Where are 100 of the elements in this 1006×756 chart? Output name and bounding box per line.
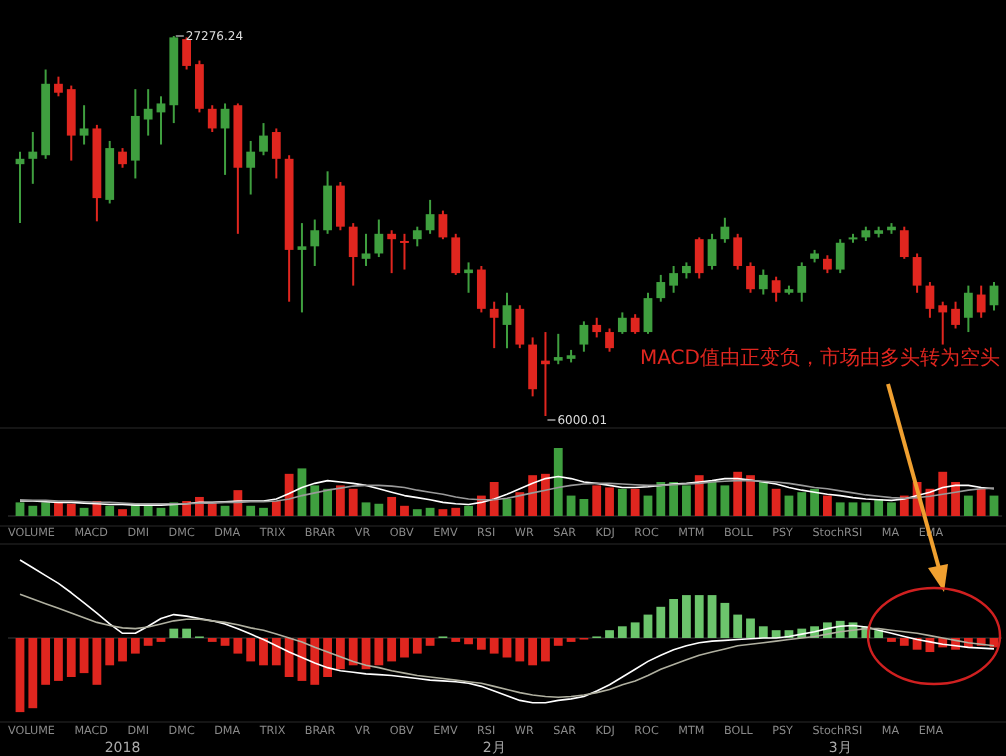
candlestick xyxy=(515,304,525,350)
candlestick xyxy=(707,232,717,271)
candlestick xyxy=(617,311,627,335)
bar xyxy=(271,638,281,666)
candlestick xyxy=(118,147,127,169)
bar xyxy=(284,638,294,677)
candlestick xyxy=(400,232,409,271)
candlestick xyxy=(797,261,807,303)
bar xyxy=(412,509,422,516)
candlestick xyxy=(502,291,512,350)
bar xyxy=(182,628,192,638)
candlestick xyxy=(348,222,358,287)
bar xyxy=(143,505,153,516)
bar xyxy=(259,638,268,666)
bar xyxy=(425,507,435,516)
candlestick xyxy=(425,198,435,235)
bar xyxy=(605,630,614,638)
bar xyxy=(707,595,717,638)
bar xyxy=(835,502,845,516)
bar xyxy=(118,638,127,662)
candlestick xyxy=(335,181,345,232)
bar xyxy=(335,485,345,516)
bar xyxy=(387,638,397,662)
bar xyxy=(694,475,704,516)
bar xyxy=(143,638,153,646)
candlestick xyxy=(310,218,320,267)
candlestick xyxy=(489,300,499,350)
bar xyxy=(797,492,807,516)
bar xyxy=(553,448,563,516)
bar xyxy=(502,638,512,658)
bar xyxy=(412,638,422,654)
candlestick xyxy=(746,261,755,294)
bar xyxy=(848,502,858,516)
bar xyxy=(41,502,51,516)
bar xyxy=(720,485,730,516)
candlestick xyxy=(259,122,268,157)
annotation: MACD值由正变负，市场由多头转为空头 xyxy=(640,346,1000,370)
candlestick xyxy=(656,273,666,303)
bar xyxy=(361,502,371,516)
bar xyxy=(28,505,38,516)
bar xyxy=(963,495,973,516)
candlestick xyxy=(758,268,768,296)
bar xyxy=(541,638,550,662)
bar xyxy=(822,495,832,516)
bar xyxy=(400,638,409,658)
candlestick xyxy=(579,320,589,353)
candlestick xyxy=(925,281,935,319)
candlestick xyxy=(374,218,384,259)
candlestick xyxy=(438,209,448,241)
bar xyxy=(54,502,63,516)
bar xyxy=(41,638,51,685)
bar xyxy=(746,475,755,516)
bar xyxy=(400,505,409,516)
candlestick xyxy=(182,36,192,71)
bar xyxy=(15,502,25,516)
bar xyxy=(656,606,666,638)
bar xyxy=(887,502,896,516)
bar xyxy=(387,496,397,516)
bar xyxy=(79,638,89,674)
candlestick xyxy=(643,291,653,335)
bar xyxy=(246,505,256,516)
candlestick xyxy=(66,84,76,162)
bar xyxy=(489,638,499,654)
candlestick xyxy=(528,336,538,398)
candlestick xyxy=(143,88,153,137)
bar xyxy=(169,628,179,638)
candlestick xyxy=(130,88,140,180)
bar xyxy=(464,505,473,516)
candlestick xyxy=(963,284,973,334)
bar xyxy=(92,638,102,685)
candlestick xyxy=(387,229,397,275)
bar xyxy=(284,473,294,516)
bar xyxy=(861,502,871,516)
bar xyxy=(271,501,281,516)
bar xyxy=(720,602,730,638)
candlestick xyxy=(976,284,986,319)
candlestick xyxy=(694,236,704,280)
bar xyxy=(938,471,948,516)
candlestick xyxy=(28,131,38,185)
candlestick xyxy=(207,104,217,134)
bar xyxy=(976,488,986,516)
candlestick xyxy=(54,75,63,98)
bar xyxy=(130,638,140,654)
candlestick xyxy=(912,252,922,294)
bar xyxy=(694,595,704,638)
bar xyxy=(810,488,819,516)
bar xyxy=(105,505,115,516)
bar xyxy=(310,638,320,685)
bar xyxy=(528,475,538,516)
bar xyxy=(541,473,550,516)
candlestick xyxy=(899,225,909,260)
bar xyxy=(425,638,435,646)
bar xyxy=(733,471,743,516)
bar xyxy=(630,622,640,638)
candlestick xyxy=(938,300,948,346)
bar xyxy=(233,638,243,654)
bar xyxy=(605,487,614,516)
bar xyxy=(348,638,358,666)
bar xyxy=(105,638,115,666)
candlestick xyxy=(669,264,679,294)
